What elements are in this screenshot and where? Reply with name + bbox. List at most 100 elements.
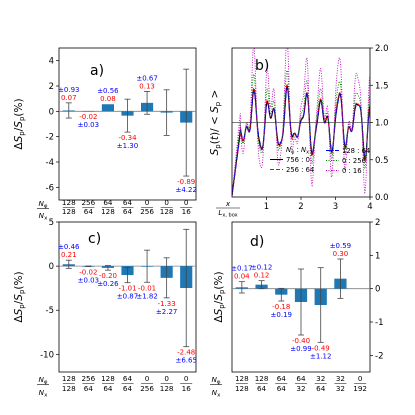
mean-label-a-1: ±0.03 bbox=[78, 121, 99, 129]
row1-label-c-6: 0 bbox=[184, 374, 189, 383]
ytick-label-d-4: 2 bbox=[375, 218, 380, 228]
ylabel-d: ΔSp/Sp(%) bbox=[213, 271, 226, 322]
xtick-label-b-2: 3 bbox=[333, 202, 338, 212]
mean-label-c-1: ±0.03 bbox=[78, 277, 99, 285]
mean-label-c-6: ±6.65 bbox=[175, 357, 196, 365]
series-line-1 bbox=[232, 84, 370, 196]
mean-label-a-0: ±0.93 bbox=[58, 86, 79, 94]
xtick-label-b-3: 4 bbox=[367, 202, 372, 212]
row1-label-a-6: 0 bbox=[184, 198, 189, 207]
std-label-a-6: -0.89 bbox=[177, 178, 195, 186]
row2-label-c-5: 128 bbox=[160, 384, 174, 393]
row2-label-a-2: 128 bbox=[101, 207, 115, 216]
ylabel-c: ΔSp/Sp(%) bbox=[13, 271, 26, 322]
row1-header-d: Nφ bbox=[211, 375, 220, 386]
row2-label-a-3: 64 bbox=[123, 207, 133, 216]
mean-label-c-4: ±1.82 bbox=[136, 292, 157, 300]
row2-header-d: Nx bbox=[212, 388, 221, 399]
row1-header-a: Nφ bbox=[38, 199, 47, 210]
row2-label-d-6: 192 bbox=[353, 384, 367, 393]
ytick-label-a-5: 4 bbox=[49, 57, 54, 67]
row2-header-c: Nx bbox=[39, 388, 48, 399]
row1-label-a-1: 256 bbox=[81, 198, 95, 207]
std-label-d-4: -0.49 bbox=[312, 344, 330, 352]
ytick-label-b-0: 0.0 bbox=[375, 193, 389, 203]
row1-label-d-1: 128 bbox=[255, 374, 269, 383]
row1-label-d-6: 0 bbox=[358, 374, 363, 383]
series-line-4 bbox=[232, 48, 370, 196]
ytick-label-b-3: 1.5 bbox=[375, 81, 389, 91]
series-line-2 bbox=[232, 87, 370, 196]
mean-label-c-2: ±0.26 bbox=[97, 280, 119, 288]
row1-label-c-0: 128 bbox=[62, 374, 76, 383]
ytick-label-a-1: -4 bbox=[46, 158, 54, 168]
row1-label-c-4: 0 bbox=[145, 374, 150, 383]
ytick-label-d-2: 0 bbox=[375, 285, 380, 295]
std-label-c-6: -2.48 bbox=[177, 349, 195, 357]
mean-label-d-1: ±0.12 bbox=[251, 264, 272, 272]
std-label-d-5: 0.30 bbox=[333, 250, 349, 258]
ytick-label-c-0: -10 bbox=[40, 350, 54, 360]
xtick-label-b-0: 1 bbox=[264, 202, 269, 212]
plot-frame-d bbox=[231, 221, 371, 373]
row2-label-c-0: 128 bbox=[62, 384, 76, 393]
ytick-label-a-0: -6 bbox=[46, 183, 54, 193]
ytick-label-c-1: -5 bbox=[46, 306, 54, 316]
row1-label-a-0: 128 bbox=[62, 198, 76, 207]
row2-label-a-6: 16 bbox=[182, 207, 192, 216]
panel-label-a: a) bbox=[90, 63, 104, 79]
row1-label-d-2: 64 bbox=[277, 374, 287, 383]
legend-title-b: Nφ : Nx bbox=[286, 146, 309, 156]
row2-label-c-2: 64 bbox=[103, 384, 113, 393]
panel-label-c: c) bbox=[88, 231, 101, 247]
xlabel-b-den: Lx, box bbox=[218, 208, 237, 219]
row2-label-d-4: 64 bbox=[316, 384, 326, 393]
panel-label-b: b) bbox=[255, 58, 269, 74]
row1-label-d-0: 128 bbox=[235, 374, 249, 383]
std-label-d-1: 0.12 bbox=[254, 272, 270, 280]
bar-a-1 bbox=[82, 110, 95, 112]
ytick-label-b-4: 2.0 bbox=[375, 44, 389, 54]
legend-label-3: 0 : 256 bbox=[342, 157, 366, 165]
row1-label-d-3: 64 bbox=[296, 374, 306, 383]
std-label-c-1: -0.02 bbox=[79, 269, 97, 277]
row1-label-c-1: 256 bbox=[81, 374, 95, 383]
ytick-label-d-0: -2 bbox=[375, 351, 383, 361]
row1-label-a-4: 0 bbox=[145, 198, 150, 207]
ytick-label-c-3: 5 bbox=[49, 218, 54, 228]
legend-label-1: 256 : 64 bbox=[286, 166, 314, 174]
ytick-label-c-2: 0 bbox=[49, 262, 54, 272]
plot-frame-c bbox=[58, 221, 197, 373]
row1-header-c: Nφ bbox=[38, 375, 47, 386]
mean-label-d-4: ±1.12 bbox=[310, 352, 331, 360]
std-label-a-0: 0.07 bbox=[61, 94, 77, 102]
row1-label-a-3: 64 bbox=[123, 198, 133, 207]
legend-label-0: 756 : 0 bbox=[286, 156, 310, 164]
std-label-c-0: 0.21 bbox=[61, 251, 77, 259]
plot-frame-a bbox=[58, 47, 197, 201]
mean-label-a-2: ±0.56 bbox=[97, 87, 119, 95]
std-label-d-3: -0.40 bbox=[292, 337, 310, 345]
ytick-label-a-3: 0 bbox=[49, 107, 54, 117]
ytick-label-d-3: 1 bbox=[375, 251, 380, 261]
row2-label-c-1: 64 bbox=[84, 384, 94, 393]
row1-label-d-4: 32 bbox=[316, 374, 325, 383]
std-label-a-4: 0.13 bbox=[139, 82, 155, 90]
row2-label-a-0: 128 bbox=[62, 207, 76, 216]
ytick-label-a-2: -2 bbox=[46, 133, 54, 143]
row2-label-d-0: 128 bbox=[235, 384, 249, 393]
row1-label-c-2: 128 bbox=[101, 374, 115, 383]
row1-label-c-3: 64 bbox=[123, 374, 133, 383]
row1-label-a-5: 0 bbox=[164, 198, 169, 207]
row2-label-c-3: 64 bbox=[123, 384, 133, 393]
ytick-label-d-1: -1 bbox=[375, 318, 383, 328]
mean-label-c-5: ±2.27 bbox=[156, 308, 177, 316]
std-label-a-2: 0.08 bbox=[100, 95, 116, 103]
std-label-c-2: -0.20 bbox=[99, 272, 117, 280]
std-label-c-4: -0.01 bbox=[138, 284, 156, 292]
ytick-label-b-2: 1.0 bbox=[375, 119, 389, 129]
row2-label-d-2: 64 bbox=[277, 384, 287, 393]
row2-label-d-3: 32 bbox=[296, 384, 305, 393]
mean-label-c-3: ±0.87 bbox=[117, 293, 138, 301]
row1-label-c-5: 0 bbox=[164, 374, 169, 383]
